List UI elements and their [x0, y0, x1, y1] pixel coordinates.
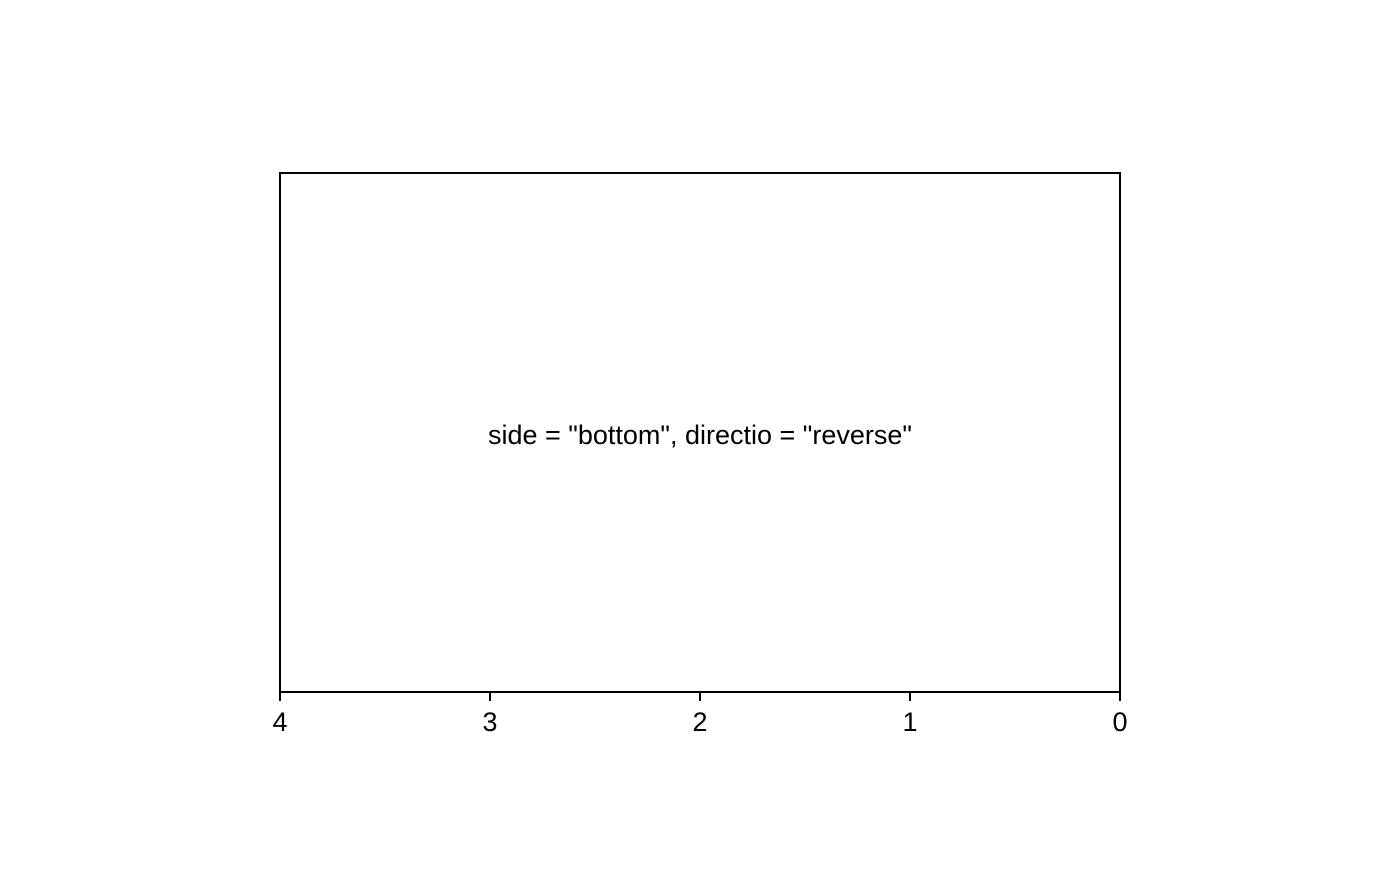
x-axis: 4 3 2 1 0 — [272, 691, 1128, 737]
x-tick-label: 0 — [1112, 707, 1127, 737]
x-tick-label: 3 — [482, 707, 497, 737]
x-tick-label: 4 — [272, 707, 287, 737]
plot-annotation: side = "bottom", directio = "reverse" — [488, 420, 912, 450]
x-tick-label: 1 — [902, 707, 917, 737]
x-tick-label: 2 — [692, 707, 707, 737]
